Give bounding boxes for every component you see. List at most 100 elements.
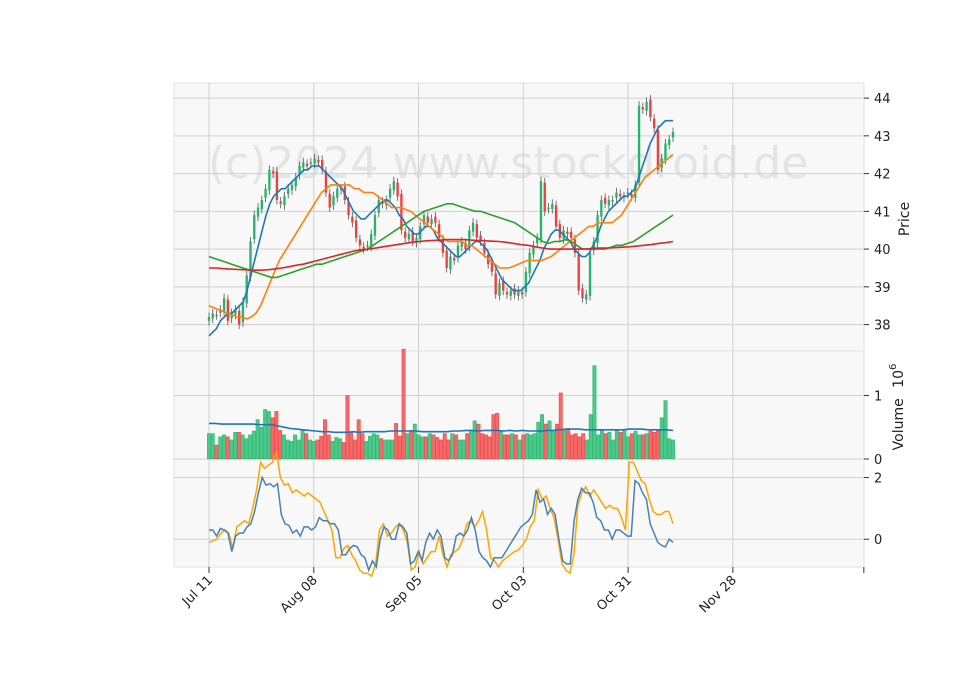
- volume-bar: [308, 439, 312, 460]
- volume-bar: [218, 436, 223, 460]
- candle-body: [573, 239, 577, 253]
- volume-bar: [491, 414, 496, 460]
- candle-body: [347, 201, 350, 216]
- volume-bar: [270, 417, 275, 460]
- volume-bar: [581, 433, 586, 460]
- candle-body: [543, 182, 546, 212]
- candle-body: [524, 271, 528, 293]
- candle-body: [502, 280, 505, 291]
- volume-bar: [349, 432, 354, 460]
- candle-body: [520, 292, 524, 295]
- volume-bar: [652, 432, 657, 460]
- candle-body: [592, 241, 595, 251]
- candle-body: [226, 299, 230, 321]
- volume-bar: [300, 429, 305, 460]
- volume-bar: [498, 430, 503, 460]
- volume-bar: [528, 434, 533, 460]
- volume-bar: [371, 433, 376, 460]
- volume-average-line: [209, 422, 674, 434]
- price-panel: [173, 82, 865, 352]
- volume-bar: [386, 439, 391, 460]
- volume-bar: [596, 434, 601, 460]
- oscillator-panel: [173, 458, 865, 568]
- candle-body: [505, 292, 509, 295]
- candle-body: [219, 309, 222, 313]
- x-tick-label: Oct 31: [594, 573, 635, 614]
- candle-body: [641, 107, 644, 110]
- volume-axis-unit: 10: [891, 370, 907, 388]
- volume-bar: [409, 430, 414, 460]
- candle-body: [271, 171, 275, 174]
- volume-bar: [656, 430, 660, 460]
- candle-body: [649, 99, 652, 117]
- candle-body: [626, 192, 629, 194]
- volume-bar: [513, 434, 518, 460]
- volume-bar: [551, 430, 556, 460]
- candle-body: [668, 139, 671, 145]
- volume-bar: [585, 439, 589, 460]
- candle-body: [400, 193, 403, 231]
- volume-bar: [472, 420, 477, 460]
- volume-bar: [405, 433, 410, 460]
- volume-bar: [382, 439, 387, 460]
- candle-body: [645, 101, 648, 111]
- volume-bar: [648, 430, 653, 460]
- volume-bar: [326, 434, 331, 460]
- candle-body: [603, 197, 607, 204]
- volume-bar: [338, 438, 342, 460]
- candle-body: [494, 273, 497, 295]
- volume-bar: [637, 434, 642, 460]
- candle-body: [569, 231, 573, 238]
- candle-body: [290, 184, 294, 191]
- candle-body: [415, 237, 418, 244]
- volume-bar: [592, 365, 597, 460]
- volume-bar: [588, 414, 593, 460]
- candle-body: [388, 188, 392, 198]
- volume-bar: [558, 392, 563, 460]
- candle-body: [381, 201, 384, 204]
- volume-bar: [427, 433, 432, 460]
- volume-bar: [540, 414, 544, 460]
- ma-very-long-line: [209, 238, 674, 272]
- candle-body: [554, 205, 558, 227]
- candle-body: [339, 188, 343, 191]
- x-tick-label: Jul 11: [179, 573, 216, 610]
- candle-body: [637, 105, 641, 183]
- price-tick-label: 39: [874, 281, 891, 296]
- volume-bar: [435, 437, 440, 460]
- volume-bar: [375, 434, 380, 460]
- candle-body: [222, 298, 226, 311]
- volume-bar: [364, 440, 369, 460]
- volume-bar: [390, 439, 395, 460]
- volume-bar: [233, 432, 238, 460]
- volume-bar: [420, 436, 425, 460]
- volume-bar: [323, 419, 327, 460]
- candle-body: [577, 254, 580, 291]
- candle-body: [328, 193, 331, 208]
- volume-bar: [214, 444, 219, 460]
- candle-body: [532, 245, 535, 255]
- candle-body: [422, 215, 426, 225]
- volume-bar: [266, 411, 271, 460]
- volume-bar: [439, 439, 443, 460]
- volume-bar: [353, 439, 357, 460]
- volume-bar: [626, 436, 631, 460]
- volume-bar: [274, 411, 279, 460]
- candle-body: [588, 252, 592, 296]
- candle-body: [449, 256, 452, 270]
- volume-bar: [319, 435, 324, 460]
- volume-bar: [495, 413, 500, 460]
- volume-bar: [345, 395, 350, 460]
- volume-bar: [483, 434, 488, 460]
- candle-body: [453, 258, 456, 261]
- candle-body: [434, 216, 437, 223]
- volume-bar: [521, 434, 526, 460]
- volume-bar: [577, 436, 582, 460]
- candle-body: [471, 222, 475, 232]
- candle-body: [287, 188, 290, 194]
- volume-bar: [454, 434, 458, 460]
- volume-bar: [641, 434, 646, 460]
- volume-tick-label: 0: [874, 453, 882, 468]
- candle-body: [207, 317, 211, 321]
- candle-body: [324, 171, 328, 193]
